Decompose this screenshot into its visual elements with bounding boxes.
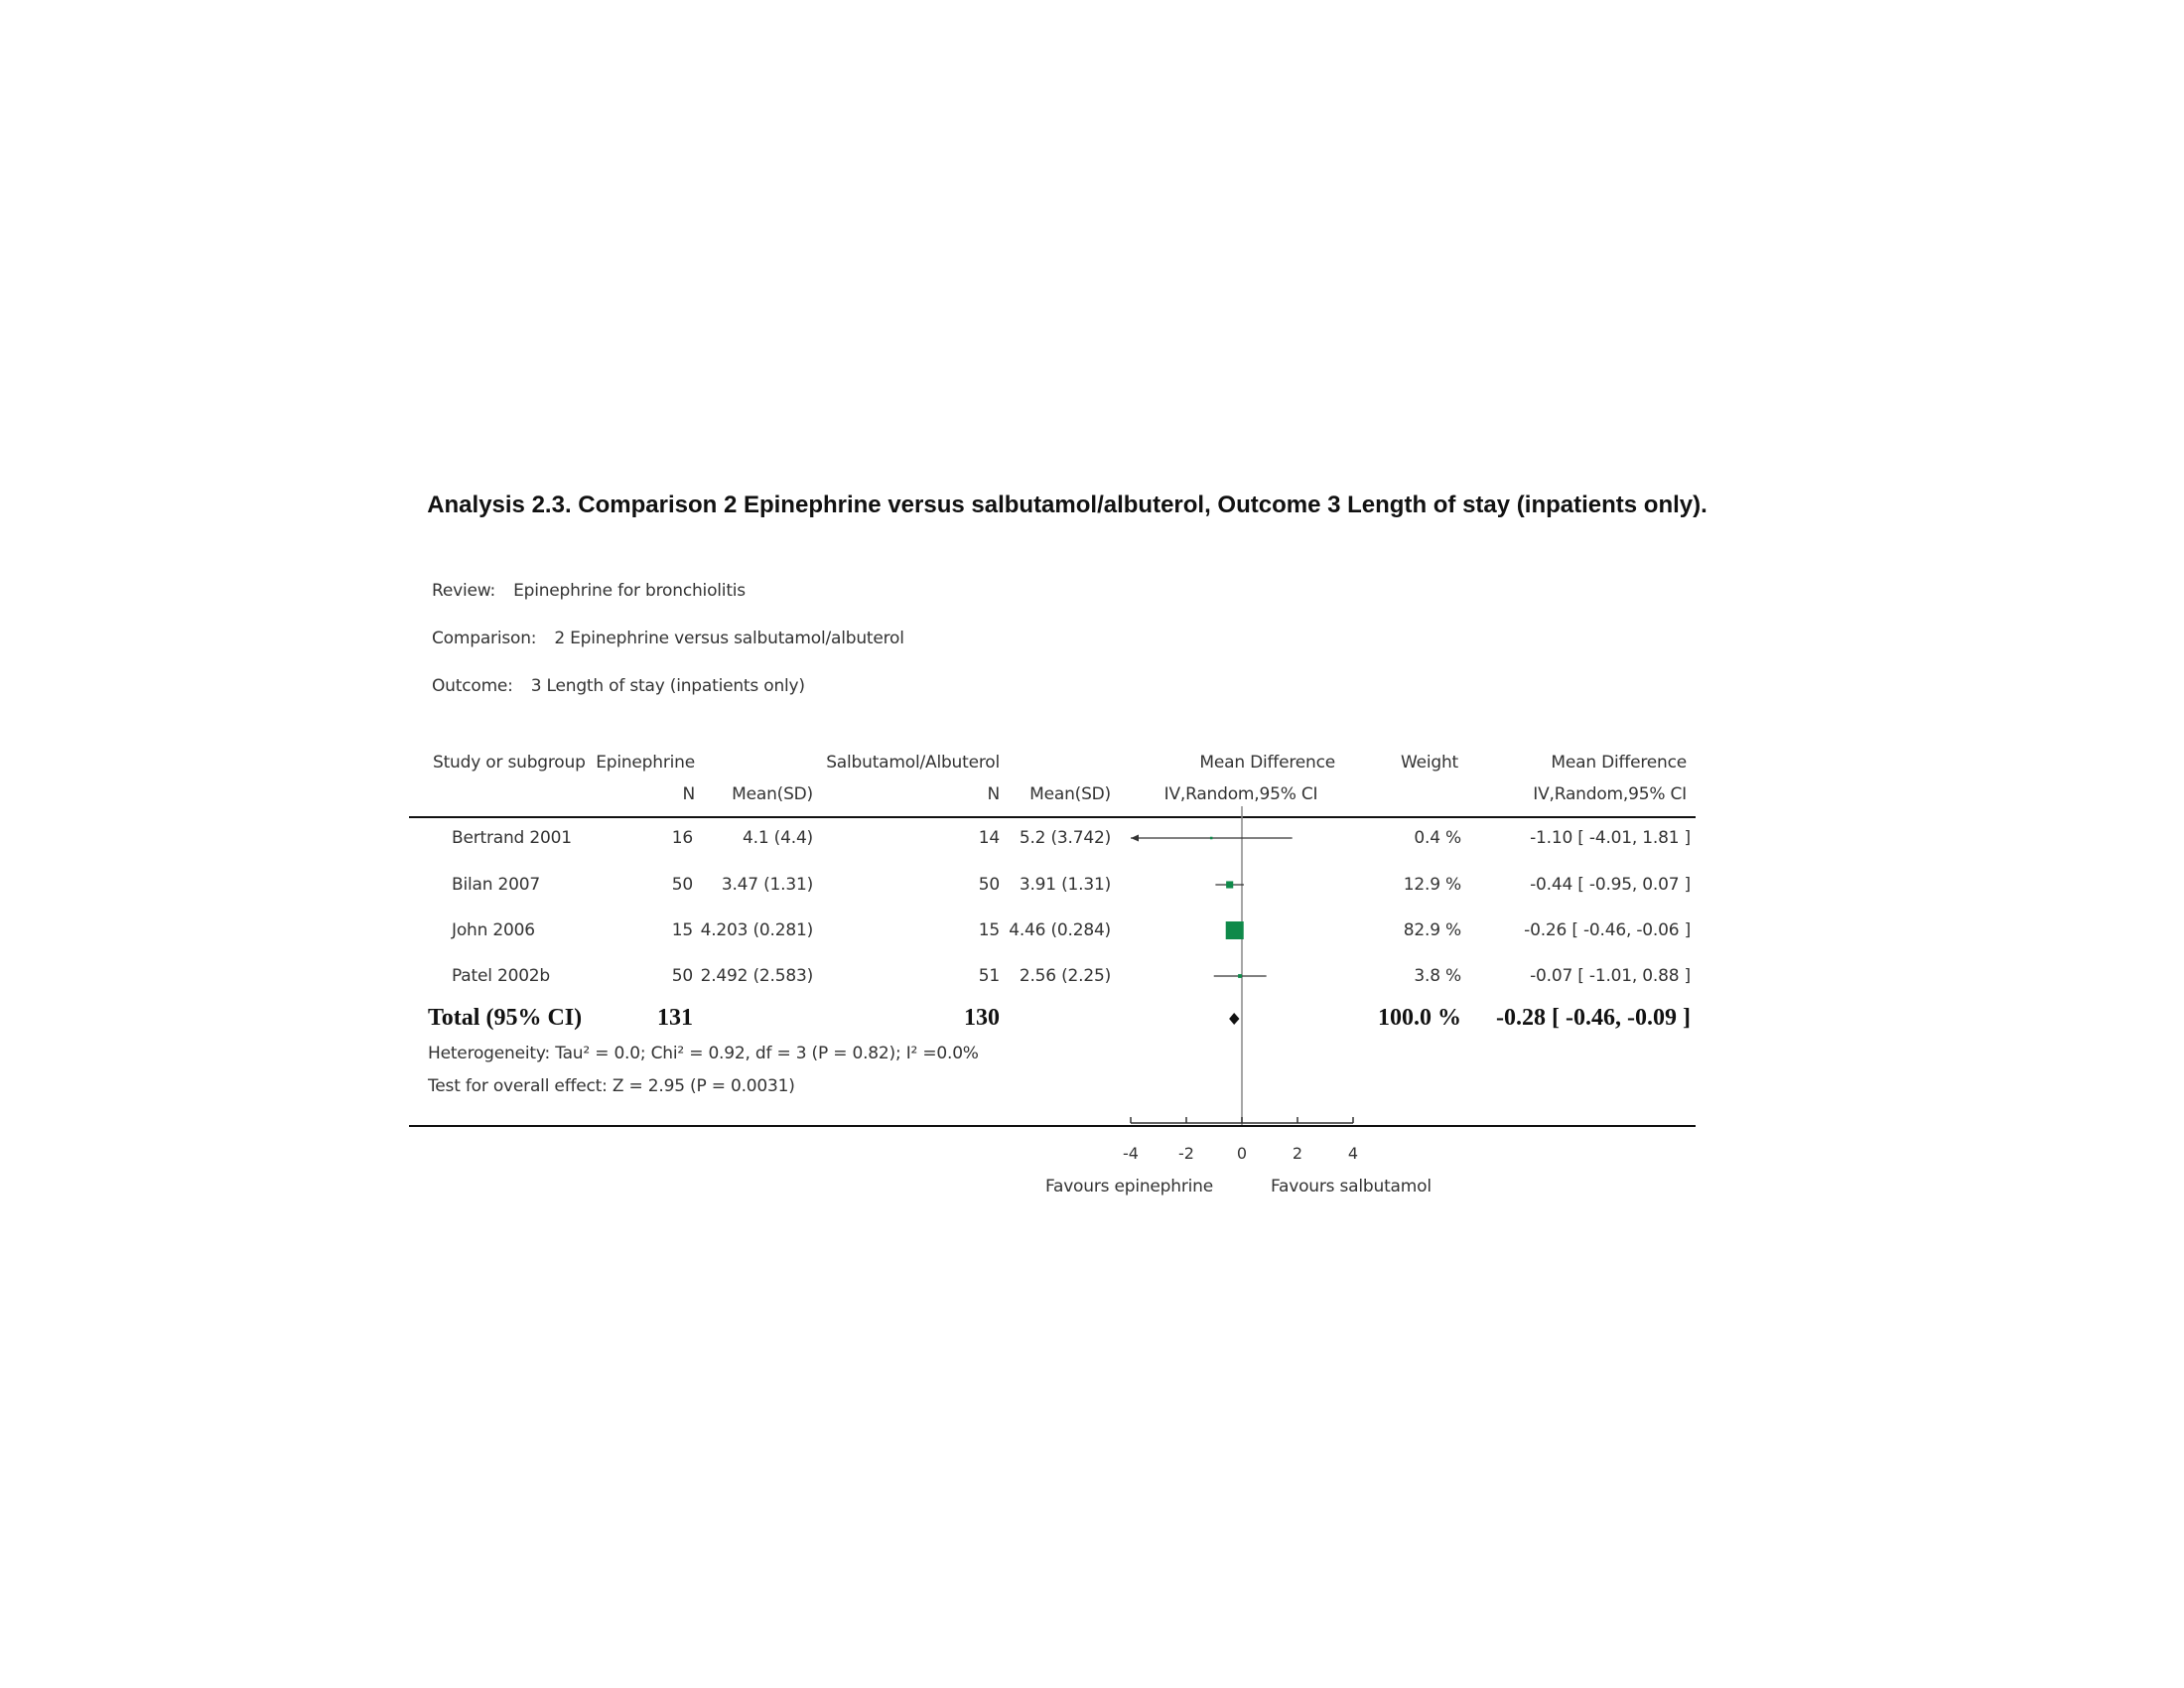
x-tick-label-4: 4 — [1348, 1144, 1358, 1163]
row-mean1-3: 4.203 (0.281) — [700, 920, 814, 940]
row-mean2-3: 4.46 (0.284) — [1009, 920, 1111, 940]
outcome-line: Outcome: 3 Length of stay (inpatients onl… — [432, 676, 805, 696]
row-n2-2: 50 — [978, 875, 1000, 895]
header-study: Study or subgroup — [433, 753, 586, 773]
row-mean1-2: 3.47 (1.31) — [721, 875, 813, 895]
row-study-3: John 2006 — [452, 920, 535, 940]
total-n2: 130 — [964, 1005, 1000, 1031]
favours-right-label: Favours salbutamol — [1271, 1177, 1432, 1196]
total-weight: 100.0 % — [1378, 1005, 1461, 1031]
header-effect: Mean Difference — [1199, 753, 1335, 773]
total-ci: -0.28 [ -0.46, -0.09 ] — [1496, 1005, 1691, 1031]
row-weight-4: 3.8 % — [1414, 966, 1461, 986]
x-tick-label-0: -4 — [1123, 1144, 1139, 1163]
header-effect2-method: IV,Random,95% CI — [1533, 784, 1687, 804]
study-marker-4 — [1238, 974, 1242, 978]
x-tick-label-1: -2 — [1178, 1144, 1194, 1163]
favours-left-label: Favours epinephrine — [1044, 1177, 1213, 1196]
row-mean2-1: 5.2 (3.742) — [1019, 828, 1111, 848]
ci-arrow-1 — [1131, 834, 1139, 842]
row-study-2: Bilan 2007 — [452, 875, 540, 895]
row-n2-4: 51 — [978, 966, 1000, 986]
study-marker-2 — [1226, 881, 1234, 889]
heterogeneity-text: Heterogeneity: Tau² = 0.0; Chi² = 0.92, … — [428, 1044, 979, 1063]
row-n1-1: 16 — [671, 828, 693, 848]
header-group1: Epinephrine — [596, 753, 695, 773]
total-label: Total (95% CI) — [428, 1005, 583, 1031]
row-mean1-1: 4.1 (4.4) — [743, 828, 813, 848]
row-n1-2: 50 — [671, 875, 693, 895]
outcome-value: 3 Length of stay (inpatients only) — [530, 676, 805, 696]
outcome-label: Outcome: — [432, 676, 513, 696]
review-line: Review: Epinephrine for bronchiolitis — [432, 581, 746, 601]
row-ci-3: -0.26 [ -0.46, -0.06 ] — [1524, 920, 1691, 940]
analysis-title: Analysis 2.3. Comparison 2 Epinephrine v… — [427, 492, 1707, 518]
study-marker-1 — [1209, 836, 1213, 840]
review-value: Epinephrine for bronchiolitis — [513, 581, 746, 601]
total-n1: 131 — [657, 1005, 693, 1031]
comparison-label: Comparison: — [432, 629, 537, 648]
row-weight-2: 12.9 % — [1403, 875, 1461, 895]
row-weight-3: 82.9 % — [1403, 920, 1461, 940]
row-ci-2: -0.44 [ -0.95, 0.07 ] — [1530, 875, 1691, 895]
comparison-value: 2 Epinephrine versus salbutamol/albutero… — [554, 629, 904, 648]
row-mean2-2: 3.91 (1.31) — [1019, 875, 1111, 895]
bottom-rule — [409, 1125, 1696, 1127]
row-n2-3: 15 — [978, 920, 1000, 940]
header-effect2: Mean Difference — [1551, 753, 1687, 773]
header-weight: Weight — [1400, 753, 1458, 773]
comparison-line: Comparison: 2 Epinephrine versus salbutam… — [432, 629, 904, 648]
header-effect-method: IV,Random,95% CI — [1163, 784, 1318, 804]
header-group1-n: N — [682, 784, 695, 804]
header-group1-mean: Mean(SD) — [732, 784, 813, 804]
row-mean1-4: 2.492 (2.583) — [700, 966, 814, 986]
study-marker-3 — [1225, 921, 1244, 939]
row-study-4: Patel 2002b — [452, 966, 551, 986]
row-n1-3: 15 — [671, 920, 693, 940]
row-study-1: Bertrand 2001 — [452, 828, 572, 848]
row-weight-1: 0.4 % — [1414, 828, 1461, 848]
row-ci-4: -0.07 [ -1.01, 0.88 ] — [1530, 966, 1691, 986]
header-group2-mean: Mean(SD) — [1029, 784, 1111, 804]
header-group2-n: N — [987, 784, 1000, 804]
review-label: Review: — [432, 581, 496, 601]
x-tick-label-3: 2 — [1293, 1144, 1302, 1163]
row-mean2-4: 2.56 (2.25) — [1019, 966, 1111, 986]
row-n1-4: 50 — [671, 966, 693, 986]
header-group2: Salbutamol/Albuterol — [826, 753, 1000, 773]
x-tick-label-2: 0 — [1237, 1144, 1247, 1163]
header-rule — [409, 816, 1696, 818]
overall-effect-text: Test for overall effect: Z = 2.95 (P = 0… — [428, 1076, 795, 1096]
row-ci-1: -1.10 [ -4.01, 1.81 ] — [1530, 828, 1691, 848]
row-n2-1: 14 — [978, 828, 1000, 848]
pooled-diamond — [1229, 1013, 1240, 1025]
